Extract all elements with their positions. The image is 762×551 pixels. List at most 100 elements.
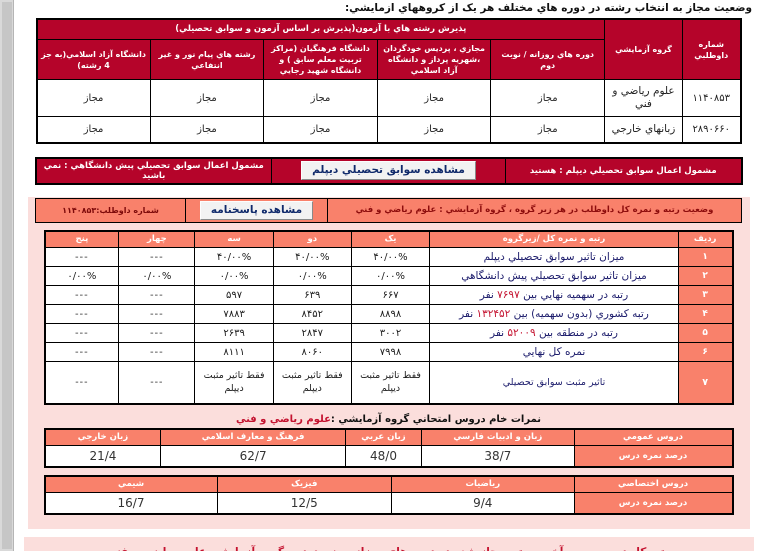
raw-scores-title-group: علوم رياضي و فني (235, 413, 331, 425)
bottom-summary-panel: رتبه کل در سهميه و آخرين رتبه مجاز شده د… (23, 536, 754, 551)
cell-subgroup-1: ۸۸۹۸ (350, 304, 431, 324)
cell-subgroup-2: ۸۴۵۲ (272, 304, 352, 324)
row-index: ۴ (677, 304, 734, 324)
row-label: رتبه در منطقه بين ۵۲۰۰۹ نفر (429, 323, 679, 343)
col-subgroup-2: دو (272, 230, 352, 248)
cell-subgroup-4: --- (118, 323, 196, 343)
cell-subgroup-1: ۳۰۰۲ (350, 323, 431, 343)
cell-subgroup-3: فقط تاثير مثبت ديپلم (194, 361, 274, 404)
col-candidate-no: شماره داوطلبي (682, 18, 741, 80)
cell-subgroup-4: --- (118, 361, 196, 404)
table-row: ۶ نمره کل نهايي ۷۹۹۸ ۸۰۶۰ ۸۱۱۱ --- --- (43, 342, 734, 362)
col-arabic: زبان عربي (344, 428, 423, 446)
cell-subgroup-5: --- (43, 285, 120, 305)
cell-virtual: مجاز (376, 79, 492, 117)
general-subjects-header-row: دروس عمومي زبان و ادبيات فارسي زبان عربي… (43, 428, 734, 446)
value-mathematics: 9/4 (391, 492, 575, 514)
cell-subgroup-1: ۴۰/۰۰% (350, 247, 431, 267)
page-scrollbar[interactable] (0, 0, 14, 551)
table-row: ۳ رتبه در سهميه نهايي بين ۷۶۹۷ نفر ۶۶۷ ۶… (43, 285, 734, 305)
row-label: رتبه در سهميه نهايي بين ۷۶۹۷ نفر (429, 285, 679, 305)
cell-subgroup-3: ۴۰/۰۰% (194, 247, 274, 267)
value-physics: 12/5 (216, 492, 393, 514)
value-arabic: 48/0 (344, 445, 423, 467)
view-answer-sheet-button[interactable]: مشاهده پاسخنامه (199, 200, 314, 220)
value-persian-literature: 38/7 (421, 445, 575, 467)
row-label-prefix: رتبه کشوري (بدون سهميه) بين (513, 308, 649, 320)
col-persian-literature: زبان و ادبيات فارسي (421, 428, 575, 446)
row-label-suffix: نفر (459, 308, 474, 320)
page-content: وضعیت مجاز به انتخاب رشته در دوره هاي مخ… (15, 0, 762, 551)
specialized-subjects-value-row: درصد نمره درس 9/4 12/5 16/7 (44, 492, 734, 514)
scrollbar-thumb[interactable] (2, 2, 12, 549)
cell-subgroup-3: ۷۸۸۳ (194, 304, 274, 324)
view-diploma-records-button[interactable]: مشاهده سوابق تحصيلي ديپلم (301, 161, 476, 180)
specialized-subjects-table: دروس اختصاصي رياضيات فيزيک شيمي درصد نمر… (43, 474, 734, 515)
cell-subgroup-5: --- (43, 342, 120, 362)
specialized-percent-head: درصد نمره درس (573, 492, 734, 514)
diploma-status-text: مشمول اعمال سوابق تحصيلي ديپلم : هستيد (505, 157, 742, 184)
col-mathematics: رياضيات (391, 475, 575, 493)
row-index: ۳ (677, 285, 734, 305)
general-subjects-table: دروس عمومي زبان و ادبيات فارسي زبان عربي… (43, 427, 734, 468)
view-answer-sheet-cell: مشاهده پاسخنامه (185, 197, 328, 223)
col-farhangian: دانشگاه فرهنگيان (مراکز تربيت معلم سابق … (263, 39, 378, 80)
cell-subgroup-2: ۶۳۹ (272, 285, 352, 305)
row-label: رتبه کشوري (بدون سهميه) بين ۱۳۲۴۵۲ نفر (429, 304, 679, 324)
cell-subgroup-2: فقط تاثير مثبت ديپلم (272, 361, 352, 404)
row-index: ۱ (677, 247, 734, 267)
table-row: ۱۱۴۰۸۵۳ علوم رياضي و فني مجاز مجاز مجاز … (36, 79, 741, 117)
row-label: ميزان تاثير سوابق تحصيلي ديپلم (429, 247, 679, 267)
row-label-count: ۷۶۹۷ (497, 289, 520, 301)
page-title: وضعیت مجاز به انتخاب رشته در دوره هاي مخ… (344, 2, 752, 14)
general-subjects-head: دروس عمومي (573, 428, 734, 446)
cell-subgroup-3: ۸۱۱۱ (194, 342, 274, 362)
col-chemistry: شيمي (44, 475, 218, 493)
bottom-summary-title: رتبه کل در سهميه و آخرين رتبه مجاز شده د… (27, 542, 750, 551)
cell-subgroup-5: --- (43, 323, 120, 343)
row-index: ۲ (677, 266, 734, 286)
col-virtual: مجازي ، پرديس خودگردان ،شهريه پرداز و دا… (376, 39, 492, 80)
col-subgroup-4: چهار (118, 230, 196, 248)
cell-payamnoor: مجاز (149, 116, 265, 143)
cell-exam-group: علوم رياضي و فني (604, 79, 683, 117)
cell-subgroup-5: --- (43, 247, 120, 267)
table-row: ۲ ميزان تاثير سوابق تحصيلي پيش دانشگاهي … (43, 266, 734, 286)
general-percent-head: درصد نمره درس (573, 445, 734, 467)
permission-table-group-header-row: شماره داوطلبي گروه آزمايشي پذيرش رشته ها… (36, 18, 741, 80)
cell-farhangian: مجاز (263, 116, 378, 143)
pre-university-status-text: مشمول اعمال سوابق تحصيلي پيش دانشگاهي : … (35, 157, 272, 184)
cell-payamnoor: مجاز (149, 79, 265, 117)
col-daily: دوره هاي روزانه / نوبت دوم (490, 39, 605, 80)
diploma-banner: مشمول اعمال سوابق تحصيلي ديپلم : هستيد م… (34, 156, 743, 185)
cell-subgroup-4: --- (118, 304, 196, 324)
results-panel: وضعيت رتبه و نمره کل داوطلب در هر زير گر… (27, 196, 750, 529)
col-foreign-language: زبان خارجي (43, 428, 162, 446)
table-row: ۷ تاثير مثبت سوابق تحصيلي فقط تاثير مثبت… (43, 361, 734, 404)
cell-daily: مجاز (490, 116, 605, 143)
specialized-subjects-head: دروس اختصاصي (573, 475, 734, 493)
cell-subgroup-5: --- (43, 304, 120, 324)
candidate-number-label: شماره داوطلب:۱۱۴۰۸۵۳ (35, 197, 186, 223)
col-exam-group: گروه آزمايشي (604, 18, 683, 80)
cell-subgroup-3: ۰/۰۰% (194, 266, 274, 286)
row-index: ۶ (677, 342, 734, 362)
table-row: ۴ رتبه کشوري (بدون سهميه) بين ۱۳۲۴۵۲ نفر… (43, 304, 734, 324)
cell-subgroup-4: --- (118, 247, 196, 267)
col-azad: دانشگاه آزاد اسلامي(به جز 4 رشته) (36, 39, 151, 80)
col-row-index: رديف (677, 230, 734, 248)
cell-farhangian: مجاز (263, 79, 378, 117)
col-payamnoor: رشته هاي پيام نور و غير انتفاعي (149, 39, 265, 80)
rank-score-table: رديف رتبه و نمره کل /زيرگروه يک دو سه چه… (43, 229, 734, 405)
cell-subgroup-3: ۵۹۷ (194, 285, 274, 305)
cell-subgroup-5: --- (43, 361, 120, 404)
value-foreign-language: 21/4 (43, 445, 162, 467)
row-label-suffix: نفر (490, 327, 505, 339)
permission-table-header-row: دوره هاي روزانه / نوبت دوم مجازي ، پرديس… (36, 39, 741, 80)
cell-daily: مجاز (490, 79, 605, 117)
general-subjects-value-row: درصد نمره درس 38/7 48/0 62/7 21/4 (43, 445, 734, 467)
answer-sheet-bar-row: وضعيت رتبه و نمره کل داوطلب در هر زير گر… (35, 197, 742, 223)
cell-subgroup-2: ۸۰۶۰ (272, 342, 352, 362)
permission-table: شماره داوطلبي گروه آزمايشي پذيرش رشته ها… (35, 18, 742, 144)
